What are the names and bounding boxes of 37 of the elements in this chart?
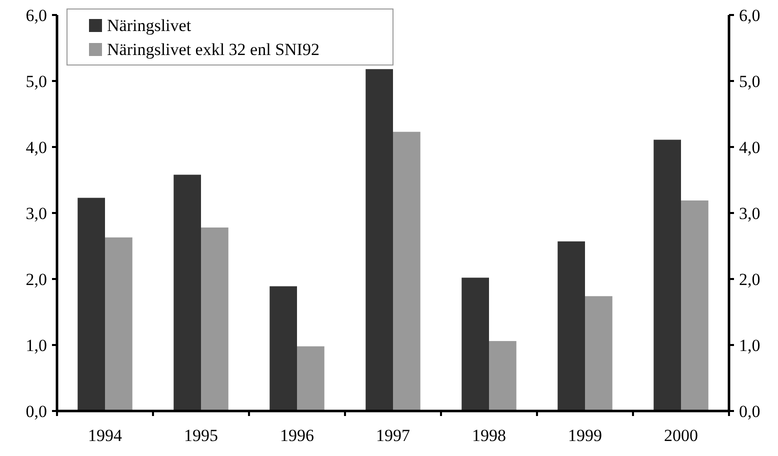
x-tick-label: 1997	[376, 426, 410, 445]
y2-tick-label: 0,0	[739, 402, 760, 421]
y2-tick-label: 4,0	[739, 138, 760, 157]
bar	[681, 200, 708, 411]
bar	[78, 198, 105, 411]
y-tick-label: 3,0	[26, 204, 47, 223]
legend-label: Näringslivet exkl 32 enl SNI92	[107, 40, 320, 59]
y2-tick-label: 1,0	[739, 336, 760, 355]
bar	[462, 278, 489, 411]
bar	[489, 341, 516, 411]
bar	[366, 69, 393, 411]
bar	[393, 132, 420, 411]
bar	[174, 174, 201, 411]
bar	[654, 140, 681, 411]
y-tick-label: 2,0	[26, 270, 47, 289]
x-tick-label: 1995	[184, 426, 218, 445]
x-tick-label: 2000	[664, 426, 698, 445]
y2-tick-label: 3,0	[739, 204, 760, 223]
bar	[585, 296, 612, 411]
x-tick-label: 1999	[568, 426, 602, 445]
y-tick-label: 4,0	[26, 138, 47, 157]
x-tick-label: 1998	[472, 426, 506, 445]
bar	[270, 286, 297, 411]
y2-tick-label: 6,0	[739, 6, 760, 25]
y2-tick-label: 5,0	[739, 72, 760, 91]
y-tick-label: 6,0	[26, 6, 47, 25]
bar	[297, 346, 324, 411]
y2-tick-label: 2,0	[739, 270, 760, 289]
y-tick-label: 0,0	[26, 402, 47, 421]
x-tick-label: 1994	[88, 426, 122, 445]
y-tick-label: 1,0	[26, 336, 47, 355]
x-tick-label: 1996	[280, 426, 314, 445]
bar	[105, 237, 132, 411]
bar	[558, 241, 585, 411]
legend-label: Näringslivet	[107, 16, 192, 35]
y-tick-label: 5,0	[26, 72, 47, 91]
bar	[201, 228, 228, 411]
